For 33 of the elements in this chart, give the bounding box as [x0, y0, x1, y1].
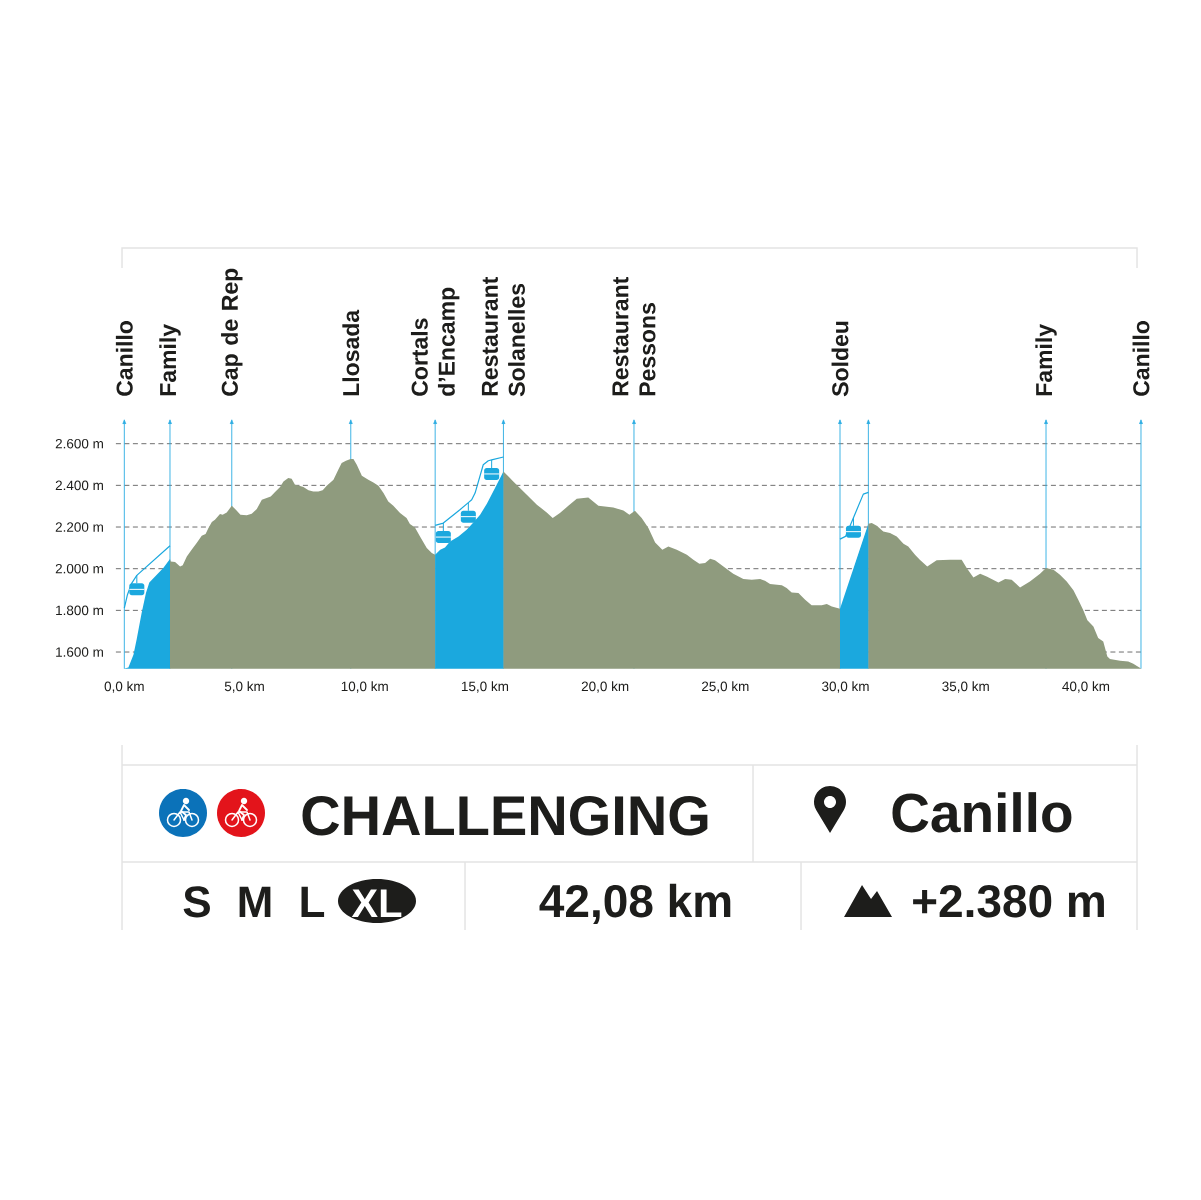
- x-tick-label: 0,0 km: [104, 681, 144, 693]
- y-tick-label: 2.200 m: [55, 522, 103, 532]
- ref-line-label: Cortals d’Encamp: [410, 287, 460, 396]
- ref-line-label: Canillo: [115, 321, 133, 396]
- x-tick-label: 30,0 km: [822, 681, 869, 693]
- x-tick-label: 10,0 km: [341, 681, 388, 693]
- text: XL: [351, 889, 402, 917]
- ref-line-label: Cap de Rep: [221, 268, 243, 396]
- x-tick-label: 40,0 km: [1062, 681, 1110, 693]
- text: L: [301, 886, 325, 917]
- text: Canillo: [892, 792, 1072, 833]
- y-tick-label: 1.800 m: [56, 605, 103, 616]
- x-tick-label: 5,0 km: [224, 681, 264, 693]
- ref-line-label: Restaurant Pessons: [612, 276, 656, 396]
- text: S: [183, 886, 210, 918]
- x-tick-label: 20,0 km: [581, 681, 629, 693]
- ref-line-label: Family: [1035, 324, 1057, 396]
- text: 42,08 km: [539, 883, 731, 925]
- ref-line-label: Soldeu: [831, 321, 849, 397]
- ref-line-label: Restaurant Solanelles: [481, 276, 525, 397]
- x-tick-label: 15,0 km: [461, 681, 509, 693]
- text: +2.380 m: [913, 884, 1104, 918]
- ref-line-label: Canillo: [1132, 321, 1150, 396]
- ref-line-label: Family: [159, 324, 181, 396]
- text: M: [239, 886, 271, 917]
- ref-line-label: Llosada: [342, 309, 360, 396]
- x-tick-label: 35,0 km: [942, 681, 989, 693]
- y-tick-label: 1.600 m: [56, 647, 103, 657]
- x-tick-label: 25,0 km: [701, 681, 749, 693]
- text: CHALLENGING: [302, 795, 708, 836]
- y-tick-label: 2.000 m: [55, 563, 103, 574]
- y-tick-label: 2.600 m: [55, 438, 103, 449]
- y-tick-label: 2.400 m: [55, 480, 103, 491]
